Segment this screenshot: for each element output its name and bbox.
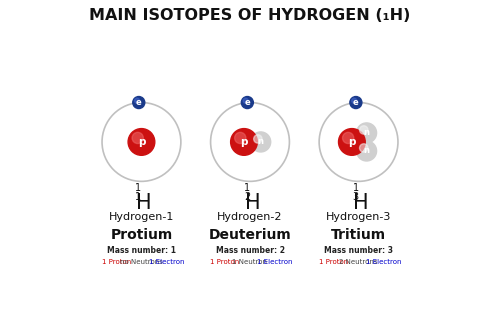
Text: 1: 1 xyxy=(244,183,250,193)
Text: n: n xyxy=(258,138,264,146)
Circle shape xyxy=(360,126,368,134)
Text: Hydrogen-2: Hydrogen-2 xyxy=(217,212,283,222)
Text: 1: 1 xyxy=(136,192,141,202)
Circle shape xyxy=(132,132,143,144)
Text: 2 Neutrons: 2 Neutrons xyxy=(340,259,378,265)
Text: p: p xyxy=(138,137,145,147)
Circle shape xyxy=(250,132,270,152)
Text: Mass number: 3: Mass number: 3 xyxy=(324,246,393,255)
Text: e: e xyxy=(353,98,359,107)
Text: Hydrogen-3: Hydrogen-3 xyxy=(326,212,391,222)
Circle shape xyxy=(254,135,262,143)
Text: 1: 1 xyxy=(136,183,141,193)
Text: 1 Neutron: 1 Neutron xyxy=(232,259,268,265)
Text: 1 Electron: 1 Electron xyxy=(366,259,402,265)
Text: Deuterium: Deuterium xyxy=(208,228,292,242)
Circle shape xyxy=(242,97,254,109)
Circle shape xyxy=(352,98,356,103)
Text: MAIN ISOTOPES OF HYDROGEN (₁H): MAIN ISOTOPES OF HYDROGEN (₁H) xyxy=(90,8,410,23)
Circle shape xyxy=(356,141,376,161)
Text: Tritium: Tritium xyxy=(331,228,386,242)
Text: H: H xyxy=(136,193,152,213)
Text: 2: 2 xyxy=(244,192,250,202)
Text: no Neutrons: no Neutrons xyxy=(120,259,163,265)
Text: 1 Proton: 1 Proton xyxy=(102,259,131,265)
Circle shape xyxy=(234,132,246,144)
Circle shape xyxy=(360,144,368,152)
Text: 3: 3 xyxy=(352,192,358,202)
Text: Mass number: 2: Mass number: 2 xyxy=(216,246,284,255)
Text: Hydrogen-1: Hydrogen-1 xyxy=(109,212,174,222)
Text: p: p xyxy=(348,137,356,147)
Circle shape xyxy=(230,129,258,155)
Text: e: e xyxy=(136,98,141,107)
Circle shape xyxy=(356,123,376,143)
Circle shape xyxy=(134,98,140,103)
Circle shape xyxy=(133,97,145,109)
Text: p: p xyxy=(240,137,248,147)
Text: n: n xyxy=(364,147,370,155)
Circle shape xyxy=(243,98,248,103)
Circle shape xyxy=(338,129,365,155)
Text: 1 Electron: 1 Electron xyxy=(149,259,184,265)
Circle shape xyxy=(128,129,155,155)
Text: H: H xyxy=(354,193,369,213)
Text: n: n xyxy=(364,129,370,137)
Text: 1 Electron: 1 Electron xyxy=(258,259,293,265)
Text: Mass number: 1: Mass number: 1 xyxy=(107,246,176,255)
Text: 1 Proton: 1 Proton xyxy=(210,259,240,265)
Circle shape xyxy=(350,97,362,109)
Text: H: H xyxy=(245,193,260,213)
Text: e: e xyxy=(244,98,250,107)
Text: 1 Proton: 1 Proton xyxy=(319,259,348,265)
Circle shape xyxy=(342,132,353,144)
Text: 1: 1 xyxy=(352,183,358,193)
Text: Protium: Protium xyxy=(110,228,172,242)
